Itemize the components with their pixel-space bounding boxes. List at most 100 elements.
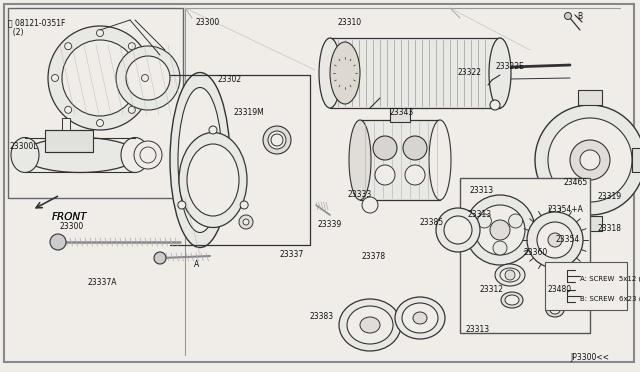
Text: 23385: 23385: [420, 218, 444, 227]
Circle shape: [580, 150, 600, 170]
Ellipse shape: [501, 292, 523, 308]
Circle shape: [128, 106, 135, 113]
Text: A: A: [194, 260, 199, 269]
Text: JP3300<<: JP3300<<: [570, 353, 609, 362]
Circle shape: [97, 119, 104, 126]
Circle shape: [375, 165, 395, 185]
Text: 23302: 23302: [218, 75, 242, 84]
Ellipse shape: [330, 42, 360, 104]
Circle shape: [548, 233, 562, 247]
Ellipse shape: [549, 269, 567, 291]
Circle shape: [140, 147, 156, 163]
Ellipse shape: [22, 138, 138, 173]
Ellipse shape: [505, 295, 519, 305]
Circle shape: [50, 234, 66, 250]
Circle shape: [240, 201, 248, 209]
Circle shape: [570, 140, 610, 180]
Bar: [578, 90, 602, 105]
Circle shape: [564, 13, 572, 19]
Ellipse shape: [347, 306, 393, 344]
Text: 23378: 23378: [362, 252, 386, 261]
Text: 23322E: 23322E: [495, 62, 524, 71]
Ellipse shape: [121, 138, 149, 173]
Text: 23319M: 23319M: [233, 108, 264, 117]
Circle shape: [62, 40, 138, 116]
Circle shape: [373, 136, 397, 160]
Circle shape: [178, 201, 186, 209]
Bar: [390, 108, 410, 122]
Circle shape: [271, 134, 283, 146]
Text: 23383: 23383: [310, 312, 334, 321]
Ellipse shape: [339, 299, 401, 351]
Circle shape: [362, 197, 378, 213]
Circle shape: [477, 214, 492, 228]
Ellipse shape: [11, 138, 39, 173]
Ellipse shape: [179, 132, 247, 228]
Text: 23313: 23313: [468, 210, 492, 219]
Text: B: B: [577, 12, 582, 21]
Circle shape: [505, 270, 515, 280]
Ellipse shape: [489, 38, 511, 108]
Ellipse shape: [500, 268, 520, 282]
Circle shape: [48, 26, 152, 130]
Circle shape: [128, 43, 135, 50]
Ellipse shape: [395, 297, 445, 339]
Circle shape: [535, 105, 640, 215]
Ellipse shape: [413, 312, 427, 324]
Text: 23319: 23319: [598, 192, 622, 201]
Circle shape: [490, 100, 500, 110]
Text: B: SCREW  6x23 (2): B: SCREW 6x23 (2): [580, 295, 640, 301]
Circle shape: [537, 222, 573, 258]
Bar: [632, 148, 640, 172]
Ellipse shape: [268, 131, 286, 149]
Text: 23339: 23339: [317, 220, 341, 229]
Wedge shape: [534, 112, 570, 208]
Ellipse shape: [170, 73, 230, 247]
Ellipse shape: [349, 120, 371, 200]
Circle shape: [465, 195, 535, 265]
Ellipse shape: [429, 120, 451, 200]
Text: 23360: 23360: [524, 248, 548, 257]
Circle shape: [134, 141, 162, 169]
Text: 23318: 23318: [598, 224, 622, 233]
Circle shape: [126, 56, 170, 100]
Circle shape: [65, 106, 72, 113]
Ellipse shape: [187, 144, 239, 216]
Circle shape: [243, 219, 249, 225]
Bar: [460, 178, 590, 333]
Circle shape: [475, 205, 525, 255]
Circle shape: [141, 74, 148, 81]
Bar: [330, 38, 500, 108]
Circle shape: [548, 118, 632, 202]
Text: A: SCREW  5x12 (2): A: SCREW 5x12 (2): [580, 275, 640, 282]
Circle shape: [239, 215, 253, 229]
Text: FRONT: FRONT: [52, 212, 88, 222]
Circle shape: [527, 212, 583, 268]
Text: 23300: 23300: [60, 222, 84, 231]
Text: 23480: 23480: [548, 285, 572, 294]
Bar: [8, 8, 183, 198]
Circle shape: [403, 136, 427, 160]
Text: 23354: 23354: [555, 235, 579, 244]
Circle shape: [436, 208, 480, 252]
Circle shape: [154, 252, 166, 264]
Circle shape: [51, 74, 58, 81]
Bar: [545, 262, 627, 310]
Text: FRONT: FRONT: [52, 212, 88, 222]
Text: 23313: 23313: [470, 186, 494, 195]
Bar: [360, 120, 440, 200]
Text: 23333: 23333: [348, 190, 372, 199]
Ellipse shape: [263, 126, 291, 154]
Circle shape: [116, 46, 180, 110]
Text: 23300: 23300: [195, 18, 220, 27]
Circle shape: [509, 214, 523, 228]
Circle shape: [490, 220, 510, 240]
Circle shape: [405, 165, 425, 185]
Ellipse shape: [495, 264, 525, 286]
Ellipse shape: [319, 38, 341, 108]
Circle shape: [493, 241, 507, 255]
Bar: [578, 216, 602, 231]
Circle shape: [444, 216, 472, 244]
Text: 23312: 23312: [480, 285, 504, 294]
Ellipse shape: [550, 306, 560, 314]
